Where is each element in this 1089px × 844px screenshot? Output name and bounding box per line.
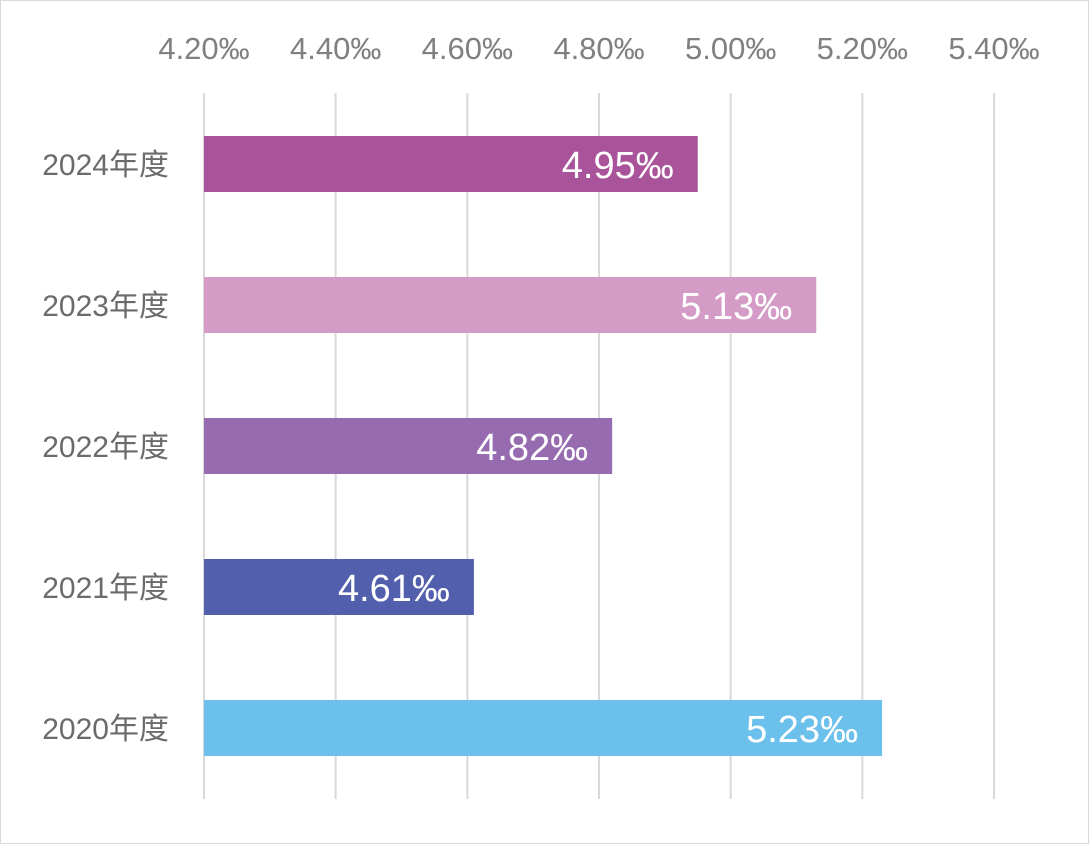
data-label: 5.13‰ [680, 286, 792, 328]
y-category-label: 2022年度 [42, 431, 169, 464]
bar [204, 418, 613, 474]
y-category-label: 2021年度 [42, 572, 169, 605]
x-tick-label: 5.40‰ [948, 31, 1039, 66]
data-label: 5.23‰ [746, 709, 858, 751]
bar [204, 277, 817, 333]
y-axis-category-labels: 2024年度 2023年度 2022年度 2021年度 2020年度 [42, 149, 169, 746]
data-label: 4.82‰ [476, 427, 588, 469]
x-tick-label: 4.40‰ [290, 31, 381, 66]
x-tick-label: 4.80‰ [553, 31, 644, 66]
bar [204, 559, 474, 615]
data-label: 4.61‰ [338, 568, 450, 610]
x-tick-label: 4.60‰ [422, 31, 513, 66]
bars [204, 136, 883, 756]
x-tick-label: 5.00‰ [685, 31, 776, 66]
data-label: 4.95‰ [562, 145, 674, 187]
y-category-label: 2024年度 [42, 149, 169, 182]
x-tick-label: 4.20‰ [158, 31, 249, 66]
x-axis-tick-labels: 4.20‰ 4.40‰ 4.60‰ 4.80‰ 5.00‰ 5.20‰ 5.40‰ [158, 31, 1039, 66]
y-category-label: 2020年度 [42, 713, 169, 746]
x-tick-label: 5.20‰ [817, 31, 908, 66]
bar [204, 700, 883, 756]
data-labels: 4.95‰ 5.13‰ 4.82‰ 4.61‰ 5.23‰ [338, 145, 858, 751]
y-category-label: 2023年度 [42, 290, 169, 323]
bar [204, 136, 698, 192]
